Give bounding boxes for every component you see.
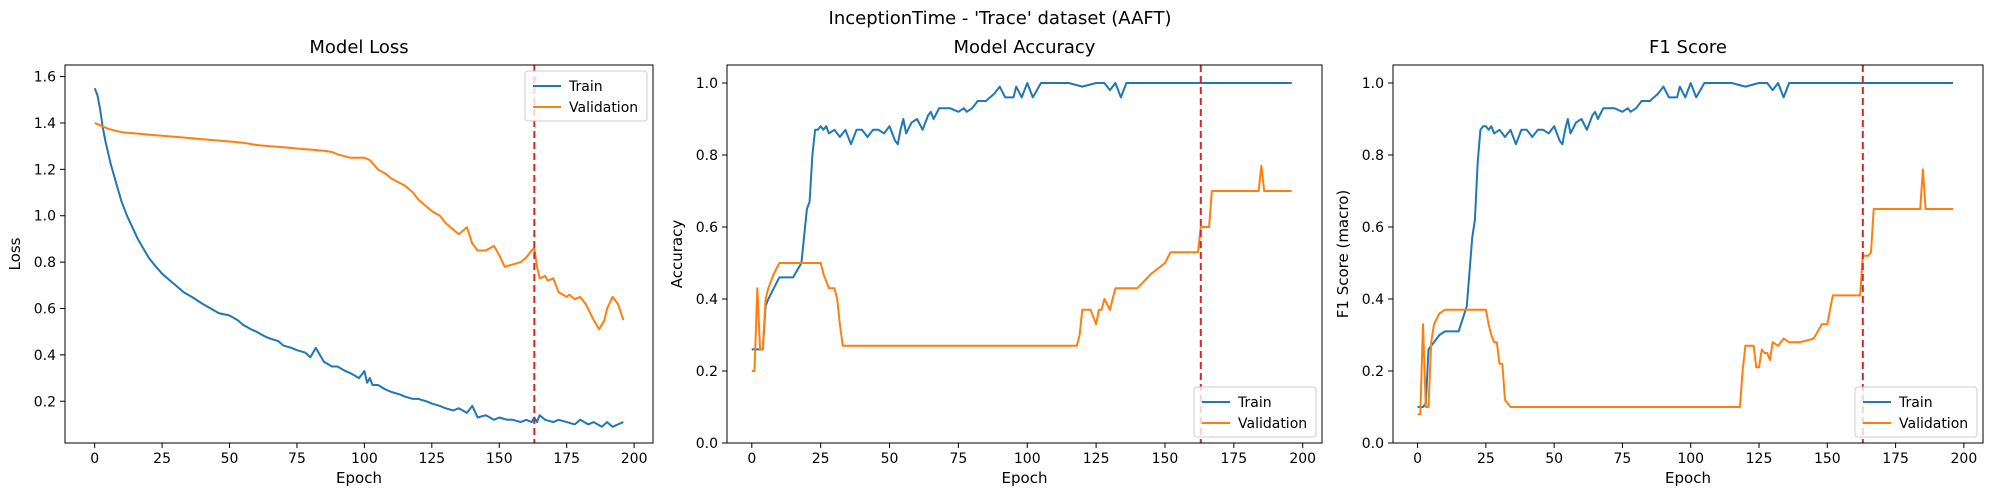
x-tick-label: 100 [1677,451,1704,467]
legend: Train Validation [1193,386,1317,438]
x-tick-label: 75 [288,451,306,467]
y-tick-label: 1.0 [696,76,718,92]
x-tick-label: 50 [881,451,899,467]
legend-label-validation: Validation [569,100,638,116]
x-axis-label: Epoch [1002,469,1048,487]
legend: Train Validation [1854,386,1978,438]
y-axis-label: F1 Score (macro) [1334,190,1352,319]
x-tick-label: 0 [90,451,99,467]
y-tick-label: 0.0 [1362,436,1384,452]
x-tick-label: 50 [221,451,239,467]
x-tick-label: 150 [1152,451,1179,467]
x-tick-label: 0 [747,451,756,467]
y-tick-label: 0.2 [696,364,718,380]
chart-panel-3: F1 Score 0 25 50 75 100 125 150 175 200 0.0 0.2 0.4 0… [1334,37,1984,487]
figure-suptitle: InceptionTime - 'Trace' dataset (AAFT) [829,8,1172,29]
series-line-train [1417,82,1953,408]
x-tick-label: 125 [1083,451,1110,467]
y-tick-label: 0.4 [1362,292,1384,308]
x-tick-label: 75 [949,451,967,467]
series-line-validation [94,122,625,331]
legend-label-validation: Validation [1238,416,1307,432]
x-tick-label: 25 [153,451,171,467]
x-tick-label: 175 [553,451,580,467]
x-tick-label: 200 [1289,451,1316,467]
x-tick-label: 75 [1614,451,1632,467]
plot-frame [1392,64,1984,444]
y-tick-label: 1.0 [1362,76,1384,92]
x-tick-label: 100 [351,451,378,467]
y-tick-label: 0.6 [696,220,718,236]
x-tick-label: 150 [486,451,513,467]
series-line-validation [751,164,1292,372]
x-tick-label: 50 [1545,451,1563,467]
legend-box [524,70,648,122]
legend-box [1854,386,1978,438]
x-tick-label: 175 [1220,451,1247,467]
y-tick-label: 0.8 [34,255,56,271]
chart-title: Model Loss [309,37,408,58]
y-tick-label: 0.4 [696,292,718,308]
x-axis-label: Epoch [1665,469,1711,487]
legend-box [1193,386,1317,438]
y-tick-label: 0.8 [696,148,718,164]
legend-label-train: Train [568,79,603,95]
x-tick-label: 125 [1746,451,1773,467]
chart-panel-1: Model Loss 0 25 50 75 100 125 150 175 200 0.2 0.4 0.… [6,37,654,487]
chart-panel-2: Model Accuracy 0 25 50 75 100 125 150 175 200 0.0 0… [668,37,1323,487]
y-tick-label: 1.2 [34,162,56,178]
legend-label-train: Train [1898,395,1933,411]
series-line-train [751,82,1292,351]
x-tick-label: 25 [812,451,830,467]
y-tick-label: 0.6 [1362,220,1384,236]
plot-frame [726,64,1323,444]
x-tick-label: 200 [621,451,648,467]
y-tick-label: 0.2 [1362,364,1384,380]
x-tick-label: 0 [1413,451,1422,467]
x-axis-label: Epoch [336,469,382,487]
y-axis-label: Loss [6,237,24,270]
x-tick-label: 200 [1951,451,1978,467]
plot-frame [64,64,654,444]
x-tick-label: 25 [1477,451,1495,467]
x-tick-label: 150 [1814,451,1841,467]
y-tick-label: 0.0 [696,436,718,452]
legend-label-train: Train [1237,395,1272,411]
x-tick-label: 125 [418,451,445,467]
y-tick-label: 0.6 [34,301,56,317]
y-tick-label: 1.6 [34,70,56,86]
chart-title: F1 Score [1649,37,1727,58]
legend: Train Validation [524,70,648,122]
y-tick-label: 0.2 [34,394,56,410]
chart-title: Model Accuracy [954,37,1096,58]
y-axis-label: Accuracy [668,220,686,289]
y-tick-label: 1.0 [34,209,56,225]
y-tick-label: 0.4 [34,348,56,364]
x-tick-label: 175 [1882,451,1909,467]
y-tick-label: 0.8 [1362,148,1384,164]
series-line-validation [1417,168,1953,416]
legend-label-validation: Validation [1899,416,1968,432]
y-tick-label: 1.4 [34,116,56,132]
x-tick-label: 100 [1014,451,1041,467]
